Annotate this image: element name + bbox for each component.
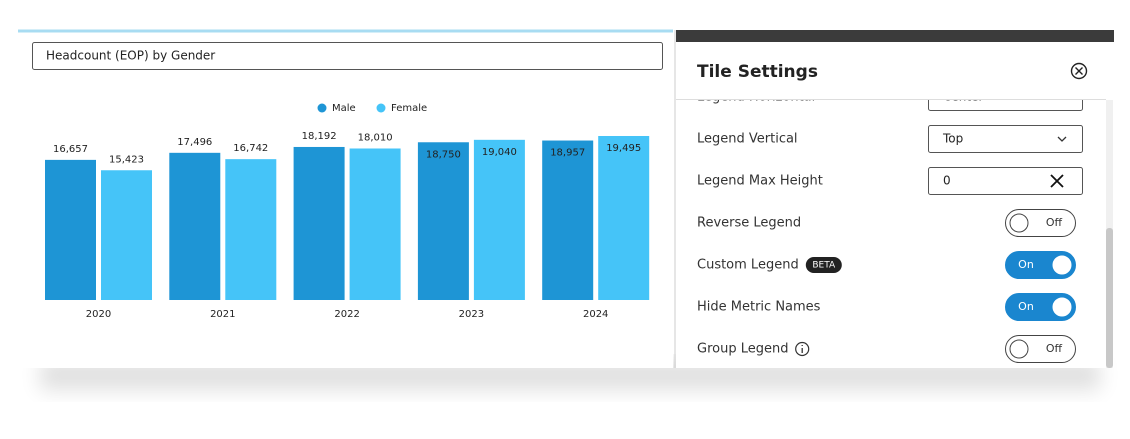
- setting-label: Hide Metric Names: [697, 300, 821, 315]
- legend-marker: [376, 103, 386, 113]
- data-label: 18,192: [302, 131, 337, 142]
- setting-label: Legend Vertical: [697, 132, 798, 147]
- input[interactable]: [928, 84, 1083, 111]
- bar: [293, 146, 345, 300]
- legend-label: Male: [332, 103, 356, 114]
- bar: [473, 139, 525, 300]
- chart-title: Headcount (EOP) by Gender: [46, 49, 215, 63]
- bar: [598, 136, 650, 300]
- x-tick-label: 2022: [334, 309, 359, 320]
- x-tick-label: 2023: [459, 309, 484, 320]
- field-value: 0: [943, 174, 951, 188]
- toggle-text: On: [1018, 300, 1034, 313]
- data-label: 16,742: [233, 143, 268, 154]
- toggle-text: Off: [1046, 216, 1063, 229]
- bar: [169, 152, 221, 300]
- bar: [225, 159, 277, 300]
- toggle-knob: [1009, 213, 1029, 233]
- title-box[interactable]: [32, 42, 663, 70]
- panel-top-bar: [676, 30, 1114, 42]
- data-label: 15,423: [109, 154, 144, 165]
- data-label: 17,496: [177, 137, 212, 148]
- legend-label: Female: [391, 103, 427, 114]
- bar: [101, 170, 152, 300]
- dropdown[interactable]: [928, 125, 1083, 153]
- info-icon[interactable]: [795, 341, 810, 357]
- x-tick-label: 2021: [210, 309, 235, 320]
- legend-marker: [317, 103, 327, 113]
- input-clear[interactable]: [928, 167, 1083, 195]
- toggle-knob: [1009, 339, 1029, 359]
- badge-text: BETA: [812, 261, 836, 271]
- bar: [417, 142, 469, 300]
- chart: Male Female 16,657 15,423 2020 17,496 16,742 20…: [45, 103, 650, 320]
- setting-label: Custom Legend: [697, 258, 799, 273]
- settings-rows: Legend Horizontal Center Legend Vertical To…: [697, 84, 1083, 363]
- data-label: 18,957: [550, 148, 585, 159]
- data-label: 16,657: [53, 144, 88, 155]
- data-label: 19,495: [606, 143, 641, 154]
- setting-label: Legend Horizontal: [697, 90, 815, 105]
- bar: [542, 140, 594, 300]
- bar: [45, 159, 96, 300]
- toggle-text: Off: [1046, 342, 1063, 355]
- toggle-knob: [1052, 255, 1072, 275]
- toggle-text: On: [1018, 258, 1034, 271]
- data-label: 19,040: [482, 147, 517, 158]
- setting-label: Reverse Legend: [697, 216, 801, 231]
- close-button[interactable]: [1070, 62, 1088, 80]
- x-tick-label: 2024: [583, 309, 608, 320]
- setting-label: Legend Max Height: [697, 174, 823, 189]
- setting-label: Group Legend: [697, 342, 788, 357]
- scrollbar-thumb[interactable]: [1106, 228, 1113, 368]
- badge: [805, 257, 842, 273]
- data-label: 18,750: [426, 149, 461, 160]
- panel-title: Tile Settings: [697, 62, 818, 82]
- toggle-knob: [1052, 297, 1072, 317]
- data-label: 18,010: [358, 132, 393, 143]
- x-tick-label: 2020: [86, 309, 111, 320]
- chevron: [1057, 136, 1067, 142]
- clear-icon[interactable]: [1050, 174, 1064, 188]
- bar: [349, 148, 401, 300]
- field-value: Top: [942, 132, 963, 146]
- field-value: Center: [943, 90, 983, 104]
